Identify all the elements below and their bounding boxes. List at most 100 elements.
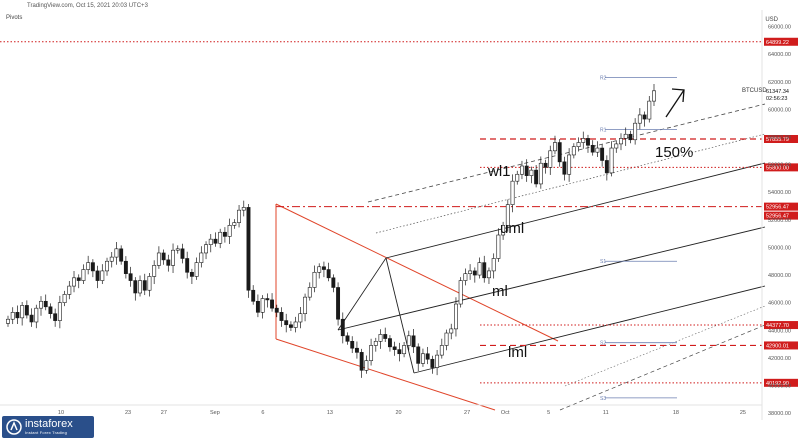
candle-body — [553, 142, 557, 152]
price-tick-label: 40000.00 — [768, 383, 791, 389]
candle-body — [251, 289, 256, 302]
candle-body — [359, 352, 364, 371]
price-tick-label: 60000.00 — [768, 107, 791, 113]
candle-body — [331, 277, 336, 288]
level-label-box — [764, 341, 798, 350]
price-tick-label: 38000.00 — [768, 411, 791, 417]
candle-body — [317, 266, 322, 273]
candle-body — [411, 335, 416, 348]
candle-body — [76, 277, 81, 281]
candle-body — [57, 302, 62, 321]
pitchfork-lower-warning-line-2 — [564, 305, 766, 387]
candle-body — [416, 346, 421, 364]
time-tick-label: 27 — [464, 410, 470, 416]
candle-body — [430, 358, 435, 368]
candle-body — [29, 314, 34, 323]
time-tick-label: 25 — [740, 410, 746, 416]
chart-drawings — [275, 88, 766, 411]
candle-body — [628, 133, 633, 141]
level-label-box — [764, 134, 798, 143]
candle-body — [562, 161, 567, 175]
bullish-arrow-head — [671, 88, 685, 103]
candle-body — [241, 207, 246, 211]
pivot-label: S3 — [600, 396, 606, 402]
candle-body — [303, 296, 308, 315]
candle-body — [90, 262, 95, 272]
candle-body — [222, 231, 227, 237]
candle-body — [369, 345, 374, 361]
candle-body — [468, 270, 473, 274]
candle-body — [255, 300, 260, 313]
annotations: wl1 uml ml lml 150% — [487, 144, 693, 361]
candle-body — [623, 133, 628, 139]
candle-body — [147, 276, 152, 291]
last-price-label: 61347.34 — [766, 89, 789, 95]
bar-countdown: 02:56:23 — [766, 96, 787, 102]
candle-body — [43, 300, 48, 308]
candle-body — [491, 258, 496, 272]
candle-body — [227, 225, 232, 237]
candle-body — [67, 285, 72, 295]
instaforex-logo-icon — [6, 419, 22, 435]
price-tick-label: 66000.00 — [768, 25, 791, 31]
candle-body — [189, 271, 194, 277]
level-label: 64899.22 — [766, 40, 789, 46]
candle-body — [439, 345, 444, 356]
level-label-box — [764, 378, 798, 387]
candle-body — [105, 260, 109, 272]
price-axis[interactable]: 38000.00 40000.00 42000.00 44000.00 46000.00… — [761, 10, 791, 420]
pitchfork-warning-line-150 — [375, 133, 766, 234]
candle-body — [392, 346, 397, 350]
candle-body — [24, 305, 29, 316]
price-tick-label: 58000.00 — [768, 135, 791, 141]
instaforex-logo: instaforex Instant Forex Trading — [4, 417, 96, 437]
price-tick-label: 56000.00 — [768, 163, 791, 169]
indicator-label[interactable]: Pivots — [6, 15, 23, 21]
candle-body — [166, 259, 171, 266]
candle-body — [321, 266, 326, 270]
candle-body — [175, 248, 180, 251]
candle-body — [510, 180, 515, 205]
candle-body — [270, 299, 275, 309]
candle-body — [345, 335, 350, 342]
candle-body — [34, 307, 39, 323]
candle-body — [260, 298, 265, 313]
pitchfork-lower-warning-line — [559, 324, 766, 411]
time-tick-label: 6 — [261, 410, 264, 416]
price-tick-label: 44000.00 — [768, 328, 791, 334]
candle-body — [307, 287, 312, 298]
symbol-label: BTCUSD — [742, 88, 767, 94]
level-label-box — [764, 163, 798, 172]
candle-body — [10, 312, 15, 320]
annotation-uml: uml — [500, 220, 524, 237]
candle-body — [185, 258, 190, 273]
candle-body — [520, 165, 524, 175]
candle-body — [567, 154, 572, 175]
candle-body — [15, 312, 20, 319]
annotation-150-percent: 150% — [655, 144, 693, 161]
candle-body — [218, 231, 223, 244]
pivot-label: S1 — [600, 259, 606, 265]
candle-body — [397, 349, 402, 355]
candle-body — [482, 262, 487, 279]
candle-body — [425, 353, 430, 360]
time-tick-label: 11 — [603, 410, 609, 416]
price-tick-label: 52000.00 — [768, 218, 791, 224]
candle-body — [20, 305, 25, 319]
level-label-box — [764, 321, 798, 330]
candle-body — [109, 256, 114, 262]
time-axis[interactable]: 10 23 27 Sep 6 13 20 27 Oct 5 11 18 25 — [0, 404, 762, 416]
level-label: 44377.70 — [766, 323, 789, 329]
candle-body — [133, 280, 138, 294]
candle-body — [298, 313, 303, 323]
candle-body — [48, 306, 53, 315]
candle-body — [600, 147, 605, 161]
price-tick-label: 48000.00 — [768, 273, 791, 279]
candle-body — [199, 252, 204, 263]
price-tick-label: 62000.00 — [768, 80, 791, 86]
candle-body — [538, 162, 543, 185]
annotation-lml: lml — [508, 344, 527, 361]
candle-body — [180, 248, 185, 259]
candle-body — [609, 147, 614, 174]
